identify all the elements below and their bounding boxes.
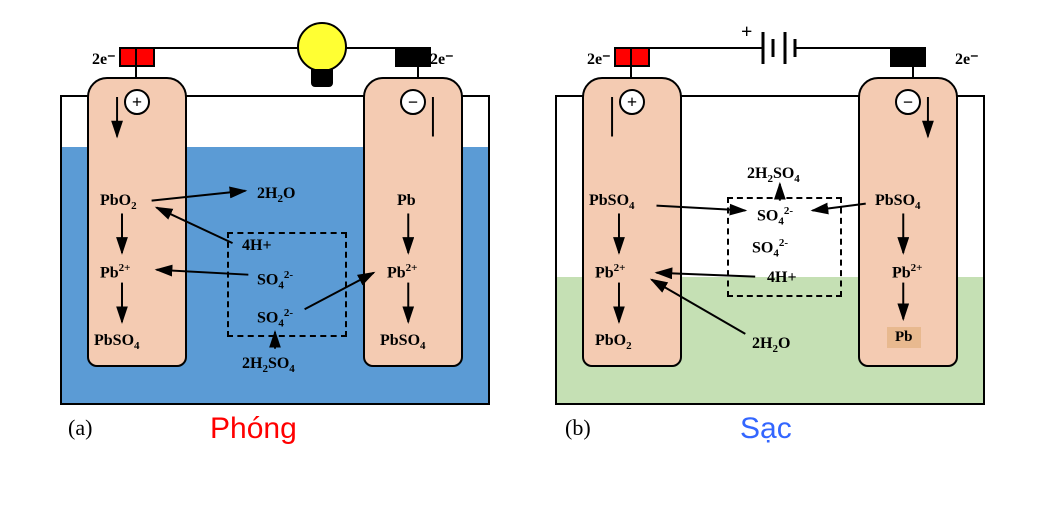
wire: [135, 47, 310, 49]
bulb-icon: [297, 22, 347, 87]
label-a-c1: 2H2O: [257, 185, 295, 205]
label-b-c4: 4H+: [767, 269, 797, 287]
label-b-r2: Pb2+: [892, 262, 922, 282]
label-b-c1: 2H2SO4: [747, 165, 800, 185]
terminal-b-right: [890, 47, 926, 67]
label-b-r1: PbSO4: [875, 192, 921, 212]
wire: [135, 47, 137, 77]
electron-label-b-right: 2e⁻: [955, 49, 979, 69]
label-a-c4: SO42-: [257, 307, 293, 330]
label-b-l3: PbO2: [595, 332, 632, 352]
wire: [630, 47, 632, 77]
label-b-c5: 2H2O: [752, 335, 790, 355]
wire: [912, 47, 914, 77]
caption-a: Phóng: [210, 412, 297, 446]
label-a-l3: PbSO4: [94, 332, 140, 352]
diagram-root: + − 2e⁻ 2e⁻ PbO2 Pb2+ PbSO4 2H2O 4H+ SO4…: [0, 0, 1062, 508]
electrode-b-right: −: [858, 77, 958, 367]
label-b-l2: Pb2+: [595, 262, 625, 282]
wire: [417, 47, 419, 77]
electrode-a-right: −: [363, 77, 463, 367]
label-a-l2: Pb2+: [100, 262, 130, 282]
sign-a-minus: −: [400, 89, 426, 115]
caption-b: Sạc: [740, 412, 792, 446]
electron-label-b-left: 2e⁻: [587, 49, 611, 69]
wire: [339, 47, 419, 49]
label-b-c3: SO42-: [752, 237, 788, 260]
label-a-r1: Pb: [397, 192, 416, 210]
caption-letter-a: (a): [68, 415, 92, 441]
electron-label-a-right: 2e⁻: [430, 49, 454, 69]
electron-label-a-left: 2e⁻: [92, 49, 116, 69]
electrode-a-left: +: [87, 77, 187, 367]
sign-b-plus: +: [619, 89, 645, 115]
panel-charge: + − + 2e⁻ 2e⁻ PbSO4 Pb2: [555, 95, 985, 405]
label-a-r2: Pb2+: [387, 262, 417, 282]
panel-discharge: + − 2e⁻ 2e⁻ PbO2 Pb2+ PbSO4 2H2O 4H+ SO4…: [60, 95, 490, 405]
terminal-a-left: [119, 47, 155, 67]
sign-b-minus: −: [895, 89, 921, 115]
label-b-l1: PbSO4: [589, 192, 635, 212]
sign-a-plus: +: [124, 89, 150, 115]
wire: [630, 47, 755, 49]
terminal-b-left: [614, 47, 650, 67]
label-a-c2: 4H+: [242, 237, 272, 255]
label-a-r3: PbSO4: [380, 332, 426, 352]
label-b-r3: Pb: [887, 327, 921, 348]
label-a-l1: PbO2: [100, 192, 137, 212]
label-a-c3: SO42-: [257, 269, 293, 292]
electrode-b-left: +: [582, 77, 682, 367]
caption-letter-b: (b): [565, 415, 591, 441]
label-b-c2: SO42-: [757, 205, 793, 228]
battery-icon: +: [755, 27, 810, 74]
wire: [807, 47, 912, 49]
terminal-a-right: [395, 47, 431, 67]
label-a-c5: 2H2SO4: [242, 355, 295, 375]
